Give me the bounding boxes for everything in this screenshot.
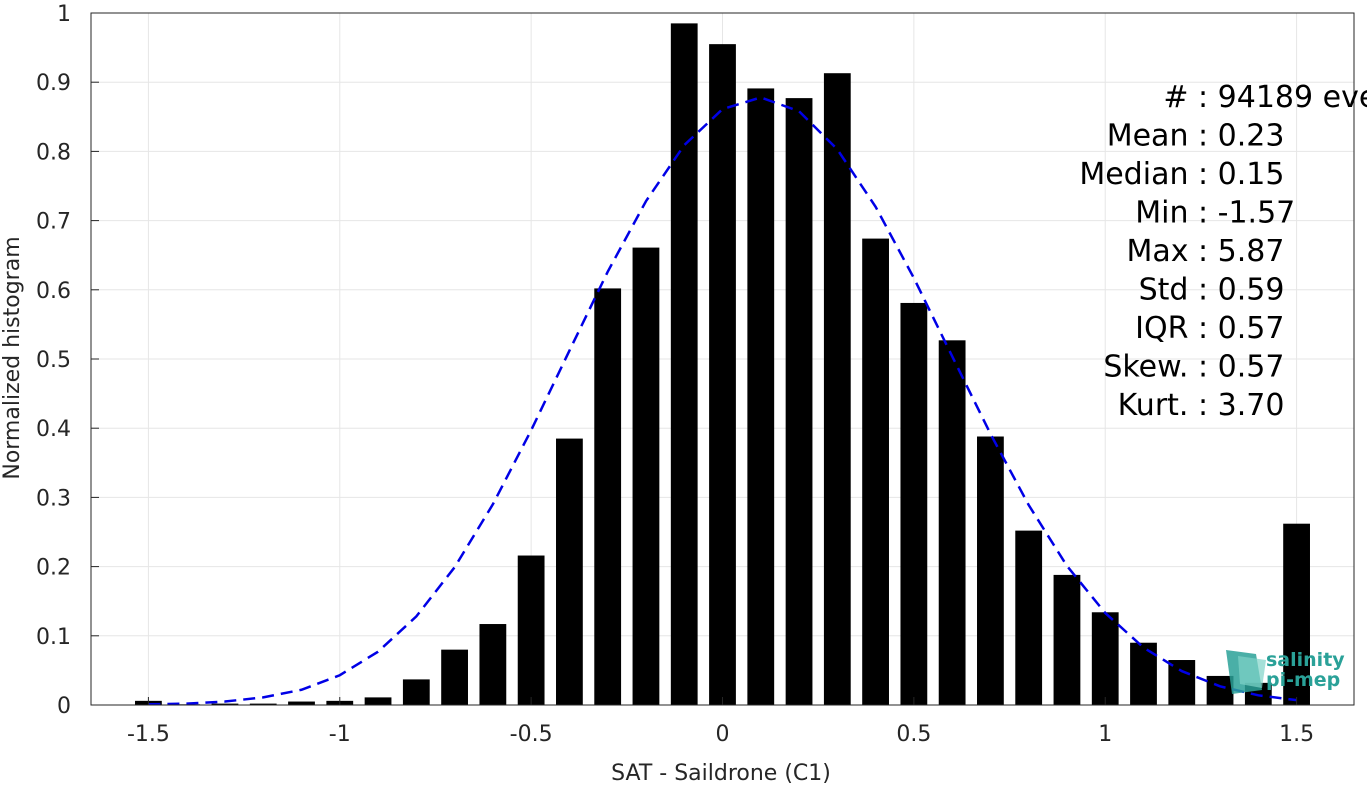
histogram-bars [135, 23, 1310, 706]
stat-label: Skew. [1103, 350, 1198, 385]
stat-label: Median [1079, 157, 1198, 192]
stat-value: : 0.59 [1198, 273, 1284, 308]
y-tick-label: 0.2 [36, 556, 71, 581]
stat-label: Min [1135, 196, 1198, 231]
salinity-pimep-logo: salinity pi-mep [1226, 649, 1345, 694]
stat-label: IQR [1135, 311, 1198, 346]
y-tick-label: 0 [57, 694, 71, 719]
stat-line: Min : -1.57 [1135, 196, 1295, 231]
histogram-bar [211, 703, 239, 705]
x-tick-label: -0.5 [510, 722, 553, 747]
y-tick-label: 0.1 [36, 625, 71, 650]
x-tick-label: -1.5 [127, 722, 170, 747]
y-axis-label: Normalized histogram [0, 236, 25, 479]
y-tick-label: 0.6 [36, 279, 71, 304]
stat-label: Std [1139, 273, 1198, 308]
histogram-bar [556, 438, 583, 705]
histogram-bar [479, 624, 507, 705]
histogram-bar [288, 701, 315, 705]
histogram-bar [862, 238, 889, 706]
stat-value: : 94189 events [1198, 80, 1367, 115]
stat-value: : 0.15 [1198, 157, 1284, 192]
histogram-bar [823, 73, 851, 706]
y-tick-label: 0.4 [36, 417, 71, 442]
stat-label: # [1163, 80, 1198, 115]
stat-line: Skew. : 0.57 [1103, 350, 1284, 385]
histogram-bar [747, 88, 775, 706]
histogram-bar [1206, 675, 1234, 705]
stat-label: Max [1126, 234, 1198, 269]
stat-line: # : 94189 events [1163, 80, 1367, 115]
y-tick-label: 0.7 [36, 210, 71, 235]
histogram-bar [249, 703, 277, 705]
stat-line: Std : 0.59 [1139, 273, 1285, 308]
histogram-bar [402, 679, 430, 705]
histogram-bar [1283, 523, 1310, 705]
histogram-bar [709, 44, 736, 705]
histogram-bar [900, 302, 928, 705]
y-tick-label: 0.3 [36, 486, 71, 511]
logo-line1: salinity [1266, 649, 1345, 671]
stat-label: Kurt. [1118, 388, 1198, 423]
axis-tick-labels: -1.5 -1 -0.5 0 0.5 1 1.5 0 0.1 0.2 0.3 0.4 0.5 0.6 0.7… [36, 2, 1314, 747]
histogram-bar [977, 436, 1004, 705]
stat-line: Max : 5.87 [1126, 234, 1284, 269]
stat-value: : 0.57 [1198, 311, 1284, 346]
x-tick-label: 0 [716, 722, 730, 747]
x-axis-label: SAT - Saildrone (C1) [611, 761, 831, 785]
stat-value: : -1.57 [1198, 196, 1295, 231]
stat-line: Kurt. : 3.70 [1118, 388, 1285, 423]
y-tick-label: 1 [57, 2, 71, 27]
y-tick-label: 0.8 [36, 140, 71, 165]
histogram-bar [1168, 660, 1196, 705]
x-tick-label: -1 [329, 722, 351, 747]
stat-line: Mean : 0.23 [1107, 119, 1285, 154]
logo-line2: pi-mep [1266, 669, 1340, 691]
normal-fit-curve [148, 96, 1297, 706]
histogram-bar [1091, 612, 1119, 705]
stat-line: IQR : 0.57 [1135, 311, 1284, 346]
y-tick-label: 0.9 [36, 71, 71, 96]
histogram-bar [670, 23, 698, 705]
stat-value: : 0.23 [1198, 119, 1284, 154]
stat-value: : 5.87 [1198, 234, 1284, 269]
histogram-bar [1015, 530, 1043, 705]
fit-curve-layer [148, 96, 1297, 706]
histogram-bar [517, 555, 545, 705]
histogram-bar [785, 98, 813, 706]
x-tick-label: 1.5 [1279, 722, 1314, 747]
histogram-bar [1053, 574, 1081, 705]
histogram-bar [441, 649, 468, 705]
x-tick-label: 0.5 [896, 722, 931, 747]
stat-line: Median : 0.15 [1079, 157, 1284, 192]
histogram-bar [364, 697, 392, 705]
stat-value: : 3.70 [1198, 388, 1284, 423]
logo-mark-icon [1226, 650, 1266, 694]
x-tick-label: 1 [1098, 722, 1112, 747]
stat-label: Mean [1107, 119, 1198, 154]
histogram-bar [594, 288, 622, 705]
histogram-bar [632, 247, 660, 705]
stat-value: : 0.57 [1198, 350, 1284, 385]
axis-ticks [91, 12, 1298, 706]
y-tick-label: 0.5 [36, 348, 71, 373]
histogram-bar [938, 340, 966, 705]
